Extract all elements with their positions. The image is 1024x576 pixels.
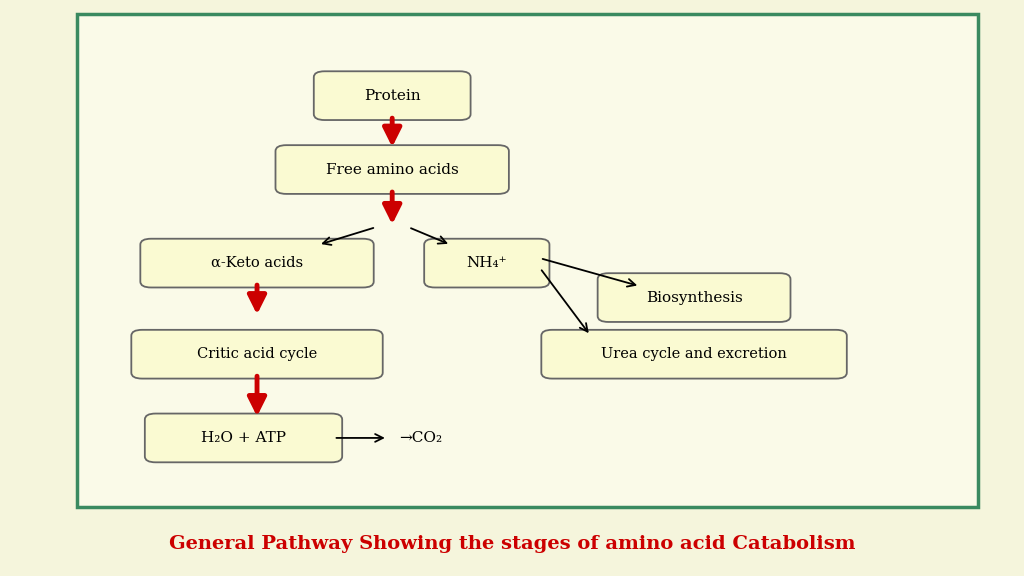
Text: α-Keto acids: α-Keto acids xyxy=(211,256,303,270)
FancyBboxPatch shape xyxy=(424,238,550,287)
Text: →CO₂: →CO₂ xyxy=(399,431,442,445)
Text: Critic acid cycle: Critic acid cycle xyxy=(197,347,317,361)
Text: NH₄⁺: NH₄⁺ xyxy=(467,256,507,270)
FancyBboxPatch shape xyxy=(140,238,374,287)
Text: Biosynthesis: Biosynthesis xyxy=(646,290,742,305)
Text: General Pathway Showing the stages of amino acid Catabolism: General Pathway Showing the stages of am… xyxy=(169,535,855,554)
Text: Urea cycle and excretion: Urea cycle and excretion xyxy=(601,347,787,361)
FancyBboxPatch shape xyxy=(313,71,471,120)
FancyBboxPatch shape xyxy=(131,330,383,378)
FancyBboxPatch shape xyxy=(275,145,509,194)
FancyBboxPatch shape xyxy=(598,273,791,322)
Text: H₂O + ATP: H₂O + ATP xyxy=(201,431,286,445)
Text: Free amino acids: Free amino acids xyxy=(326,162,459,176)
FancyBboxPatch shape xyxy=(542,330,847,378)
FancyBboxPatch shape xyxy=(77,14,978,507)
Text: Protein: Protein xyxy=(364,89,421,103)
FancyBboxPatch shape xyxy=(144,414,342,463)
